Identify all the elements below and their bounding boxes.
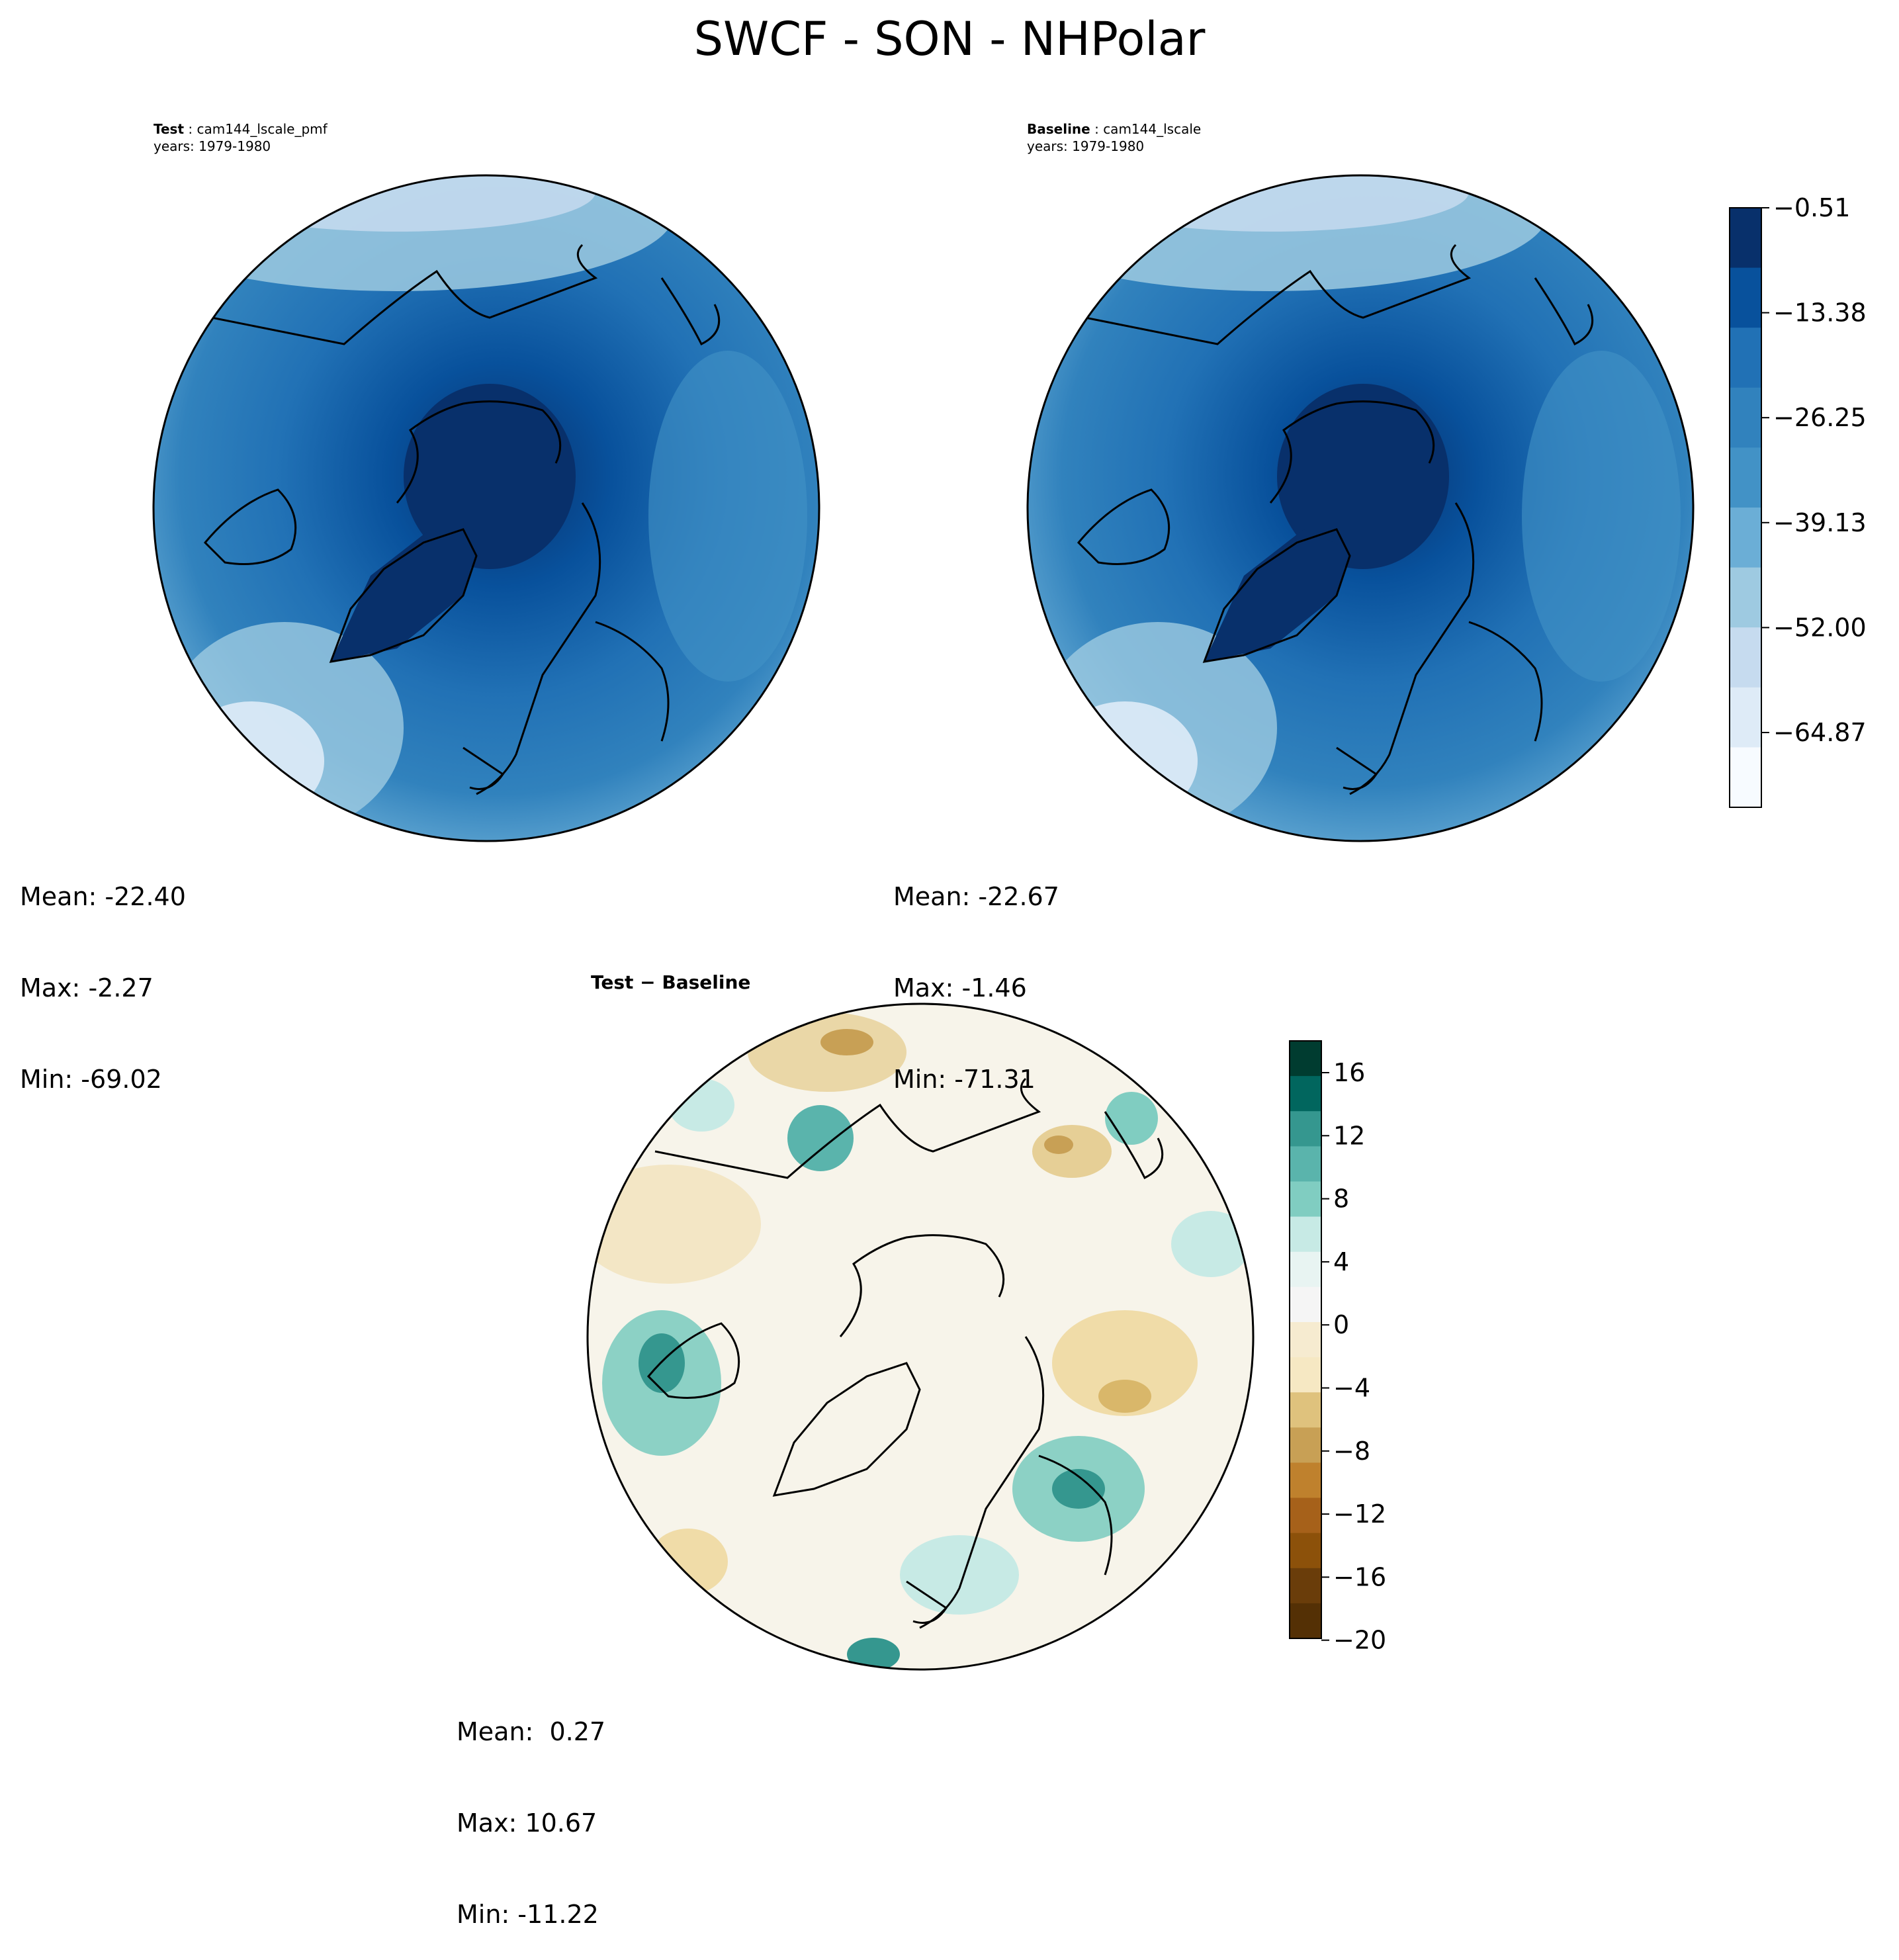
test-years: years: 1979-1980 — [154, 138, 271, 154]
colorbar-bottom-swatch — [1290, 1462, 1321, 1499]
colorbar-bottom: 16 12 8 4 0 −4 −8 −12 −16 −20 — [1289, 1040, 1386, 1655]
colorbar-top-tick-label: −39.13 — [1773, 508, 1867, 537]
diff-stats: Mean: 0.27 Max: 10.67 Min: -11.22 — [457, 1656, 605, 1960]
colorbar-top-swatch — [1730, 267, 1761, 328]
test-label: Test — [154, 121, 185, 137]
test-subtitle: Test : cam144_lscale_pmf years: 1979-198… — [154, 121, 328, 154]
diff-min: Min: -11.22 — [457, 1900, 599, 1929]
colorbar-top-swatch — [1730, 627, 1761, 688]
diff-map — [586, 1002, 1255, 1671]
baseline-years: years: 1979-1980 — [1027, 138, 1145, 154]
colorbar-top-swatch — [1730, 567, 1761, 628]
colorbar-bottom-swatch — [1290, 1286, 1321, 1323]
colorbar-bottom-tick-label: 12 — [1333, 1121, 1365, 1150]
colorbar-top-swatch — [1730, 687, 1761, 748]
baseline-min: Min: -71.31 — [893, 1065, 1036, 1094]
baseline-subtitle: Baseline : cam144_lscale years: 1979-198… — [1027, 121, 1202, 154]
test-stats: Mean: -22.40 Max: -2.27 Min: -69.02 — [20, 821, 186, 1125]
colorbar-bottom-swatch — [1290, 1533, 1321, 1569]
test-case-name: cam144_lscale_pmf — [197, 121, 328, 137]
diff-coastlines — [646, 1077, 1164, 1629]
colorbar-bottom-tick-label: −16 — [1333, 1562, 1386, 1591]
colorbar-bottom-swatch — [1290, 1603, 1321, 1639]
colorbar-top-tick-label: −64.87 — [1773, 718, 1867, 747]
colorbar-top-tick-label: −26.25 — [1773, 403, 1867, 432]
colorbar-bottom-swatch — [1290, 1111, 1321, 1147]
colorbar-bottom-frame — [1289, 1040, 1322, 1639]
diff-title: Test − Baseline — [591, 971, 751, 993]
colorbar-top: −0.51 −13.38 −26.25 −39.13 −52.00 −64.87 — [1729, 193, 1867, 808]
colorbar-bottom-tick-label: 16 — [1333, 1058, 1365, 1087]
colorbar-top-swatch — [1730, 387, 1761, 448]
test-min: Min: -69.02 — [20, 1065, 162, 1094]
colorbar-top-swatch — [1730, 447, 1761, 508]
colorbar-bottom-tick-label: −4 — [1333, 1374, 1370, 1403]
colorbar-top-tick-label: −52.00 — [1773, 613, 1867, 642]
test-coastlines — [203, 244, 721, 795]
colorbar-bottom-swatch — [1290, 1497, 1321, 1534]
baseline-coastlines — [1077, 244, 1594, 795]
colorbar-bottom-tick-label: 0 — [1333, 1310, 1349, 1339]
colorbar-bottom-swatch — [1290, 1076, 1321, 1112]
figure-title: SWCF - SON - NHPolar — [693, 12, 1206, 66]
colorbar-top-frame — [1729, 207, 1762, 808]
colorbar-top-swatch — [1730, 508, 1761, 568]
colorbar-bottom-tick-label: −20 — [1333, 1626, 1386, 1655]
colorbar-top-tick-label: −13.38 — [1773, 298, 1867, 328]
test-max: Max: -2.27 — [20, 973, 154, 1002]
colorbar-bottom-tick-label: −12 — [1333, 1499, 1386, 1529]
baseline-label: Baseline — [1027, 121, 1090, 137]
baseline-mean: Mean: -22.67 — [893, 882, 1059, 911]
maps-canvas: −0.51 −13.38 −26.25 −39.13 −52.00 −64.87 16 12… — [152, 174, 1867, 1671]
baseline-map — [1026, 174, 1695, 842]
diff-max: Max: 10.67 — [457, 1808, 597, 1838]
baseline-stats: Mean: -22.67 Max: -1.46 Min: -71.31 — [893, 821, 1059, 1125]
colorbar-bottom-swatch — [1290, 1251, 1321, 1288]
colorbar-bottom-swatch — [1290, 1321, 1321, 1358]
colorbar-bottom-swatch — [1290, 1181, 1321, 1218]
colorbar-bottom-tick-label: 4 — [1333, 1247, 1349, 1276]
colorbar-bottom-swatch — [1290, 1041, 1321, 1077]
colorbar-bottom-swatch — [1290, 1392, 1321, 1428]
colorbar-bottom-swatch — [1290, 1427, 1321, 1464]
baseline-max: Max: -1.46 — [893, 973, 1027, 1002]
colorbar-bottom-tick-label: 8 — [1333, 1184, 1349, 1214]
colorbar-bottom-swatch — [1290, 1568, 1321, 1604]
test-mean: Mean: -22.40 — [20, 882, 186, 911]
colorbar-top-tick-label: −0.51 — [1773, 193, 1850, 222]
baseline-case-name: cam144_lscale — [1103, 121, 1202, 137]
colorbar-top-swatch — [1730, 208, 1761, 269]
colorbar-bottom-swatch — [1290, 1146, 1321, 1182]
test-map — [152, 174, 820, 842]
colorbar-bottom-tick-label: −8 — [1333, 1437, 1370, 1466]
colorbar-top-swatch — [1730, 328, 1761, 388]
colorbar-bottom-swatch — [1290, 1357, 1321, 1393]
colorbar-top-swatch — [1730, 747, 1761, 808]
diff-mean: Mean: 0.27 — [457, 1717, 606, 1746]
colorbar-bottom-swatch — [1290, 1216, 1321, 1253]
